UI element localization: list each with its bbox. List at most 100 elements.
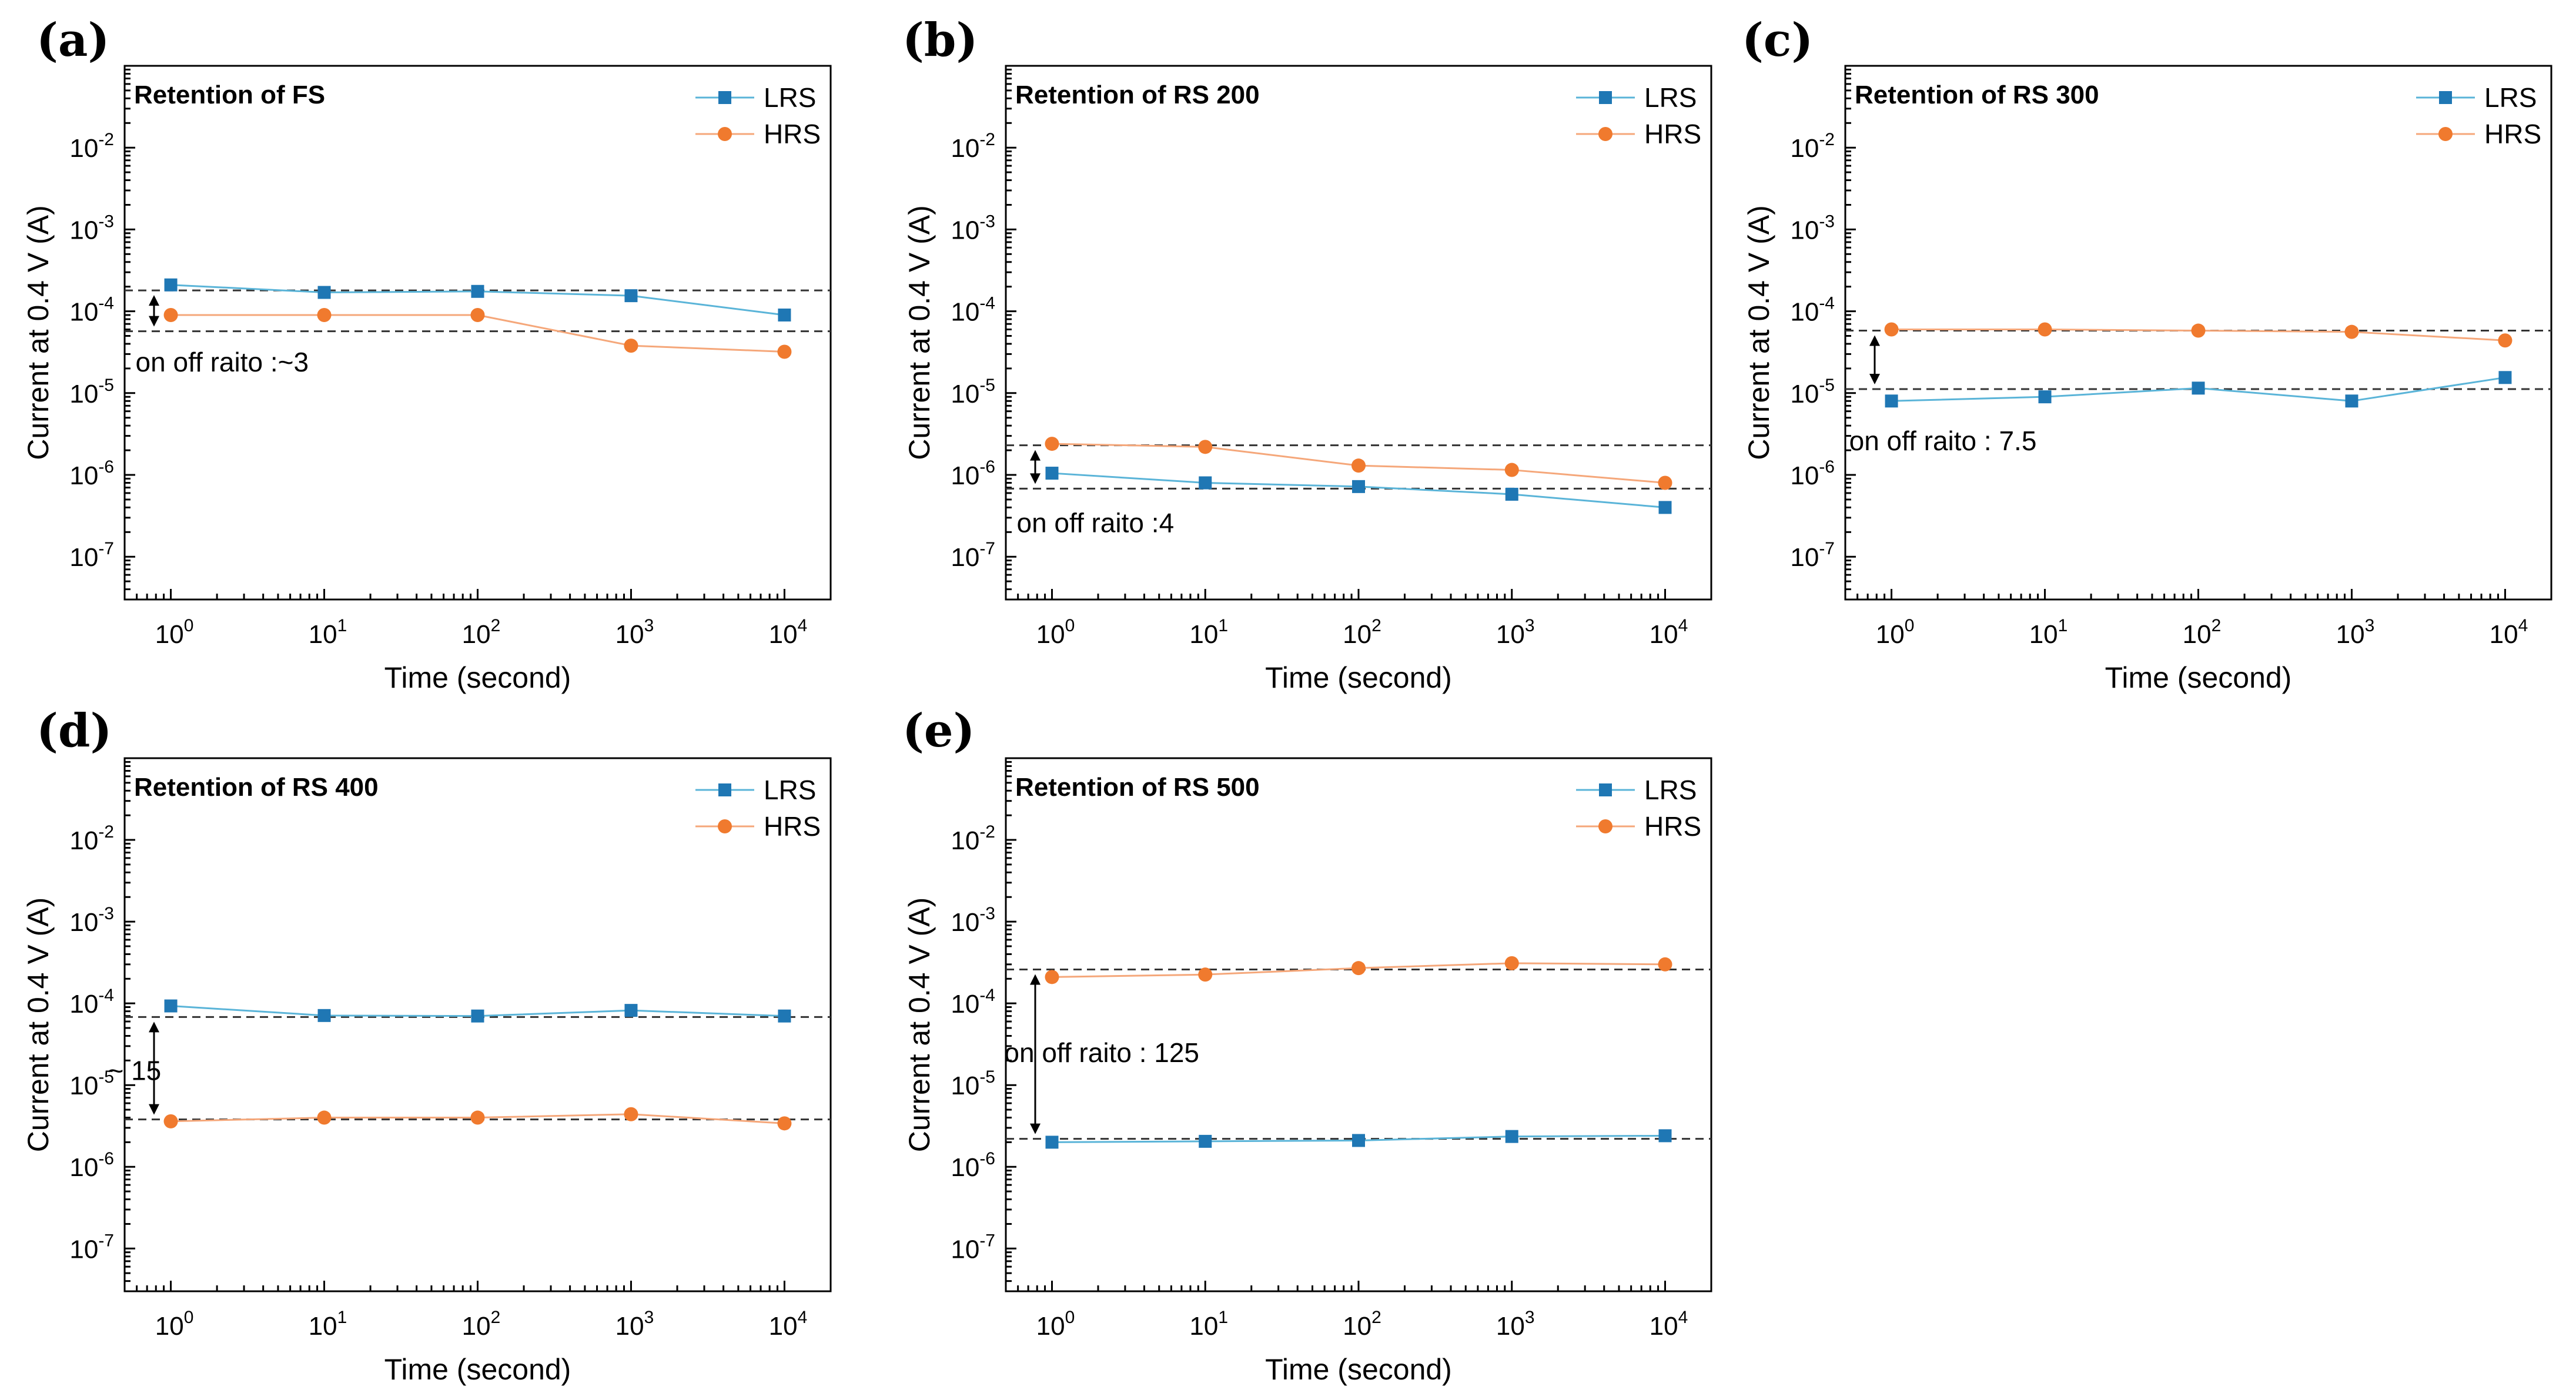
legend-label-lrs: LRS: [1644, 82, 1697, 113]
ratio-arrow-head-down: [149, 1104, 159, 1115]
x-tick-label: 102: [2183, 616, 2222, 649]
data-point-lrs: [778, 308, 791, 321]
data-point-hrs: [317, 1110, 332, 1125]
panel-title: Retention of FS: [134, 81, 325, 109]
legend-label-lrs: LRS: [764, 775, 816, 805]
y-tick-label: 10-7: [69, 539, 114, 572]
y-tick-label: 10-3: [951, 212, 995, 245]
data-point-hrs: [1351, 458, 1366, 473]
y-tick-label: 10-2: [951, 130, 995, 163]
data-point-hrs: [1198, 440, 1213, 454]
x-axis-label: Time (second): [384, 661, 571, 694]
legend-label-hrs: HRS: [2484, 119, 2541, 149]
legend-label-lrs: LRS: [1644, 775, 1697, 805]
ratio-arrow-head-up: [1030, 974, 1041, 985]
data-point-lrs: [624, 289, 638, 303]
data-point-lrs: [1658, 501, 1672, 514]
plot-frame: [123, 65, 832, 601]
y-tick-label: 10-4: [951, 294, 995, 327]
y-axis-label: Current at 0.4 V (A): [22, 897, 55, 1153]
y-tick-label: 10-7: [1790, 539, 1835, 572]
ratio-arrow-head-up: [1869, 335, 1880, 346]
data-point-hrs: [2498, 333, 2513, 348]
legend-marker-lrs: [718, 91, 731, 104]
x-tick-label: 100: [1876, 616, 1915, 649]
x-tick-label: 103: [2336, 616, 2375, 649]
y-tick-label: 10-4: [69, 294, 114, 327]
data-point-lrs: [164, 278, 178, 292]
x-tick-label: 101: [1189, 1308, 1228, 1341]
x-tick-label: 102: [1343, 616, 1381, 649]
y-tick-label: 10-7: [951, 539, 995, 572]
ratio-annotation: on off raito : 125: [1004, 1037, 1199, 1068]
x-tick-label: 102: [462, 616, 501, 649]
legend-marker-lrs: [1599, 91, 1612, 104]
x-tick-label: 104: [2490, 616, 2528, 649]
data-point-lrs: [2038, 390, 2052, 404]
x-tick-label: 104: [1650, 616, 1688, 649]
data-point-hrs: [777, 1116, 792, 1131]
legend-label-hrs: HRS: [1644, 119, 1701, 149]
ratio-annotation: ~ 15: [108, 1056, 161, 1086]
ratio-arrow-head-down: [1030, 473, 1041, 484]
panel-letter: (c): [1742, 14, 1813, 67]
data-point-lrs: [1352, 480, 1365, 493]
y-tick-label: 10-7: [951, 1231, 995, 1264]
y-tick-label: 10-4: [69, 986, 114, 1019]
y-tick-label: 10-2: [951, 822, 995, 855]
legend-label-hrs: HRS: [764, 811, 821, 842]
legend-marker-hrs: [1598, 127, 1612, 141]
panel-letter: (d): [36, 704, 112, 758]
ratio-arrow-head-up: [149, 295, 159, 306]
x-axis-label: Time (second): [1265, 661, 1452, 694]
ratio-arrow-head-down: [1030, 1123, 1041, 1134]
data-point-lrs: [317, 1009, 331, 1022]
data-point-hrs: [1351, 961, 1366, 976]
data-point-hrs: [1198, 967, 1213, 982]
legend-label-hrs: HRS: [764, 119, 821, 149]
y-axis-label: Current at 0.4 V (A): [22, 205, 55, 460]
y-tick-label: 10-6: [69, 457, 114, 490]
plot-frame: [1005, 757, 1712, 1292]
x-tick-label: 102: [462, 1308, 501, 1341]
x-tick-label: 104: [1650, 1308, 1688, 1341]
ratio-arrow-head-up: [149, 1021, 159, 1033]
data-point-lrs: [317, 286, 331, 299]
panel-c: (c) Retention of RS 300 10-7 10-6 10-5 10-4 10…: [1742, 14, 2552, 694]
panel-title: Retention of RS 300: [1855, 81, 2099, 109]
y-tick-label: 10-6: [951, 457, 995, 490]
y-tick-label: 10-5: [69, 1067, 114, 1100]
legend-marker-lrs: [1599, 783, 1612, 796]
legend-marker-lrs: [718, 783, 731, 796]
y-axis-label: Current at 0.4 V (A): [1742, 205, 1775, 460]
panel-letter: (b): [902, 14, 978, 67]
data-point-lrs: [1658, 1129, 1672, 1143]
data-point-lrs: [1885, 394, 1898, 408]
legend-marker-hrs: [718, 127, 732, 141]
y-tick-label: 10-5: [951, 1067, 995, 1100]
legend-label-hrs: HRS: [1644, 811, 1701, 842]
panel-letter: (e): [902, 704, 975, 758]
y-tick-label: 10-2: [1790, 130, 1835, 163]
x-tick-label: 101: [309, 616, 347, 649]
x-tick-label: 103: [1496, 616, 1535, 649]
data-point-lrs: [2498, 371, 2512, 384]
y-tick-label: 10-7: [69, 1231, 114, 1264]
x-tick-label: 103: [1496, 1308, 1535, 1341]
y-tick-label: 10-5: [69, 376, 114, 408]
ratio-annotation: on off raito :~3: [136, 347, 309, 377]
x-tick-label: 101: [2029, 616, 2068, 649]
x-tick-label: 103: [615, 616, 654, 649]
panel-b: (b) Retention of RS 200 10-7 10-6 10-5 10-4 10…: [902, 14, 1712, 694]
y-tick-label: 10-5: [951, 376, 995, 408]
data-point-lrs: [471, 284, 484, 298]
x-tick-label: 100: [155, 1308, 194, 1341]
data-point-hrs: [163, 307, 178, 322]
y-axis-label: Current at 0.4 V (A): [903, 205, 936, 460]
panel-title: Retention of RS 400: [134, 773, 379, 802]
data-point-lrs: [1505, 487, 1518, 501]
data-point-hrs: [470, 1110, 485, 1125]
plot-frame: [123, 757, 832, 1292]
data-point-lrs: [1199, 1134, 1212, 1148]
